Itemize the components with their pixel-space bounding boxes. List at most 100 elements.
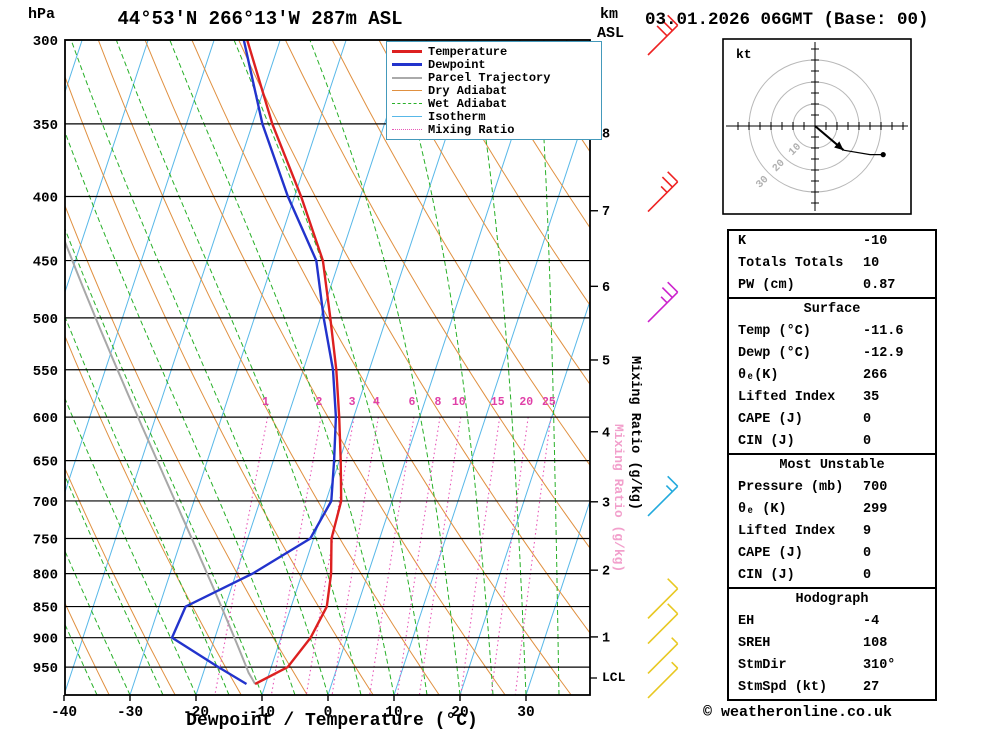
svg-text:450: 450: [33, 255, 58, 271]
svg-text:8: 8: [602, 128, 610, 143]
svg-text:600: 600: [33, 411, 58, 427]
table-row: Lifted Index 9: [729, 521, 935, 543]
table-row: StmSpd (kt) 27: [729, 677, 935, 699]
table-section-header: Most Unstable: [779, 458, 885, 473]
table-section: K -10 Totals Totals 10 PW (cm) 0.87: [729, 231, 935, 297]
chart-frame: [63, 39, 597, 701]
legend-line-sample: [392, 63, 422, 66]
svg-text:350: 350: [33, 118, 58, 134]
metric-value: 310°: [863, 658, 896, 673]
table-row: StmDir 310°: [729, 655, 935, 677]
legend-line-sample: [392, 76, 422, 79]
table-section: Hodograph EH -4 SREH 108 StmDir 310° StmSpd (kt…: [729, 587, 935, 699]
table-row: Pressure (mb) 700: [729, 477, 935, 499]
mixing-ratio-axis-label: Mixing Ratio (g/kg): [627, 356, 642, 510]
legend-item: Isotherm: [392, 110, 596, 123]
metric-label: Lifted Index: [738, 524, 836, 539]
metric-value: -4: [863, 614, 880, 629]
metric-value: 0: [863, 568, 872, 583]
metric-label: Temp (°C): [738, 324, 811, 339]
table-section-header: Surface: [803, 302, 861, 317]
svg-text:750: 750: [33, 532, 58, 548]
table-row: Totals Totals 10: [729, 253, 935, 275]
table-row: Temp (°C) -11.6: [729, 321, 935, 343]
svg-text:30: 30: [517, 705, 534, 721]
metric-label: CIN (J): [738, 568, 795, 583]
metric-label: StmSpd (kt): [738, 680, 828, 695]
svg-text:950: 950: [33, 661, 58, 677]
metric-label: CAPE (J): [738, 546, 803, 561]
table-row: CIN (J) 0: [729, 431, 935, 453]
svg-text:-40: -40: [51, 705, 77, 721]
svg-text:2: 2: [602, 565, 610, 580]
svg-text:10: 10: [452, 396, 466, 409]
svg-text:1: 1: [262, 396, 269, 409]
metric-value: 266: [863, 368, 888, 383]
metric-value: 0: [863, 434, 872, 449]
table-row: PW (cm) 0.87: [729, 275, 935, 297]
legend-item: Dry Adiabat: [392, 84, 596, 97]
altitude-axis-unit-asl: ASL: [597, 25, 625, 42]
metric-value: 0.87: [863, 278, 896, 293]
svg-text:20: 20: [451, 705, 468, 721]
svg-text:8: 8: [435, 396, 442, 409]
legend: Temperature Dewpoint Parcel Trajectory Dry …: [386, 41, 602, 140]
legend-line-sample: [392, 129, 422, 130]
parcel-trajectory-curve: [65, 239, 256, 685]
legend-item-label: Temperature: [428, 44, 508, 59]
legend-line-sample: [392, 103, 422, 104]
run-datetime: 03.01.2026 06GMT (Base: 00): [645, 10, 929, 30]
svg-text:-20: -20: [183, 705, 209, 721]
metric-label: PW (cm): [738, 278, 795, 293]
legend-line-sample: [392, 90, 422, 91]
dewpoint-curve: [170, 40, 338, 686]
table-row: θₑ (K) 299: [729, 499, 935, 521]
svg-text:400: 400: [33, 191, 58, 207]
svg-text:6: 6: [408, 396, 415, 409]
metric-label: θₑ(K): [738, 368, 779, 383]
mixing-ratio-value-labels: 1 2 3 4 6 8 10 15 20 25: [262, 396, 556, 409]
metric-label: Pressure (mb): [738, 480, 844, 495]
metric-value: 10: [863, 256, 880, 271]
metric-label: Dewp (°C): [738, 346, 811, 361]
svg-text:1: 1: [602, 631, 610, 646]
legend-item: Wet Adiabat: [392, 97, 596, 110]
metric-value: 0: [863, 412, 872, 427]
svg-text:300: 300: [33, 34, 58, 50]
svg-text:0: 0: [324, 705, 333, 721]
mixing-ratio-lines: [214, 416, 552, 695]
temperature-tick-labels: -40 -30 -20 -10 0 10 20 30: [51, 705, 535, 721]
metric-value: 0: [863, 546, 872, 561]
svg-text:2: 2: [316, 396, 323, 409]
altitude-axis-unit-km: km: [600, 6, 619, 23]
isotherm-lines: [65, 40, 590, 695]
svg-text:-10: -10: [249, 705, 275, 721]
station-title: 44°53'N 266°13'W 287m ASL: [117, 8, 403, 30]
legend-item: Temperature: [392, 45, 596, 58]
metric-value: -12.9: [863, 346, 904, 361]
svg-text:500: 500: [33, 312, 58, 328]
metric-value: 299: [863, 502, 888, 517]
km-asl-ticks: 1 2 3 4 5 6 7 8: [590, 128, 610, 646]
table-row: K -10: [729, 231, 935, 253]
legend-item: Dewpoint: [392, 58, 596, 71]
svg-text:3: 3: [349, 396, 356, 409]
metric-value: 9: [863, 524, 872, 539]
svg-text:7: 7: [602, 205, 610, 220]
table-section-header: Hodograph: [795, 592, 869, 607]
metric-value: 35: [863, 390, 880, 405]
legend-line-sample: [392, 116, 422, 117]
metric-label: Lifted Index: [738, 390, 836, 405]
svg-text:4: 4: [602, 426, 610, 441]
x-axis-label: Dewpoint / Temperature (°C): [186, 711, 478, 731]
legend-item-label: Parcel Trajectory: [428, 70, 551, 85]
sounding-profiles: [65, 40, 343, 686]
table-row: CIN (J) 0: [729, 565, 935, 587]
metric-label: CAPE (J): [738, 412, 803, 427]
svg-text:-30: -30: [117, 705, 143, 721]
lcl-marker-label: LCL: [602, 670, 626, 685]
svg-text:20: 20: [519, 396, 533, 409]
